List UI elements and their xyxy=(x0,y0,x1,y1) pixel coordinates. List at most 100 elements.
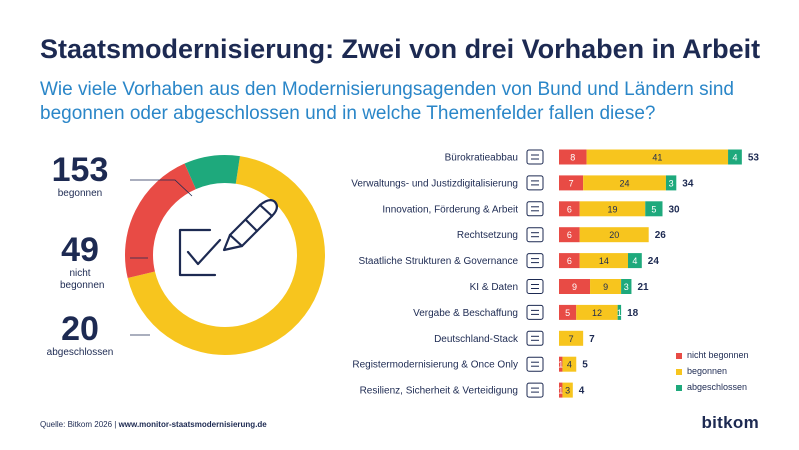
bar-segment-nicht-begonnen xyxy=(559,201,580,217)
bar-segment-abgeschlossen xyxy=(728,149,742,165)
bar-value-label: 24 xyxy=(620,178,630,188)
bar-segment-begonnen xyxy=(562,356,577,372)
bar-total-label: 5 xyxy=(582,360,588,371)
legend-item-begonnen: begonnen xyxy=(676,363,749,379)
server-stack-icon xyxy=(526,330,544,346)
bar-segment-nicht-begonnen xyxy=(559,253,580,269)
legend-label: nicht begonnen xyxy=(687,350,749,360)
bar-value-label: 5 xyxy=(565,308,570,318)
legend-item-abgeschlossen: abgeschlossen xyxy=(676,379,749,395)
bar-value-label: 3 xyxy=(565,386,570,396)
legend-swatch xyxy=(676,352,682,359)
bar-segment-nicht-begonnen xyxy=(559,356,563,372)
bar-total-label: 7 xyxy=(589,334,595,345)
bar-value-label: 4 xyxy=(732,153,737,163)
bar-total-label: 4 xyxy=(579,386,585,397)
bar-total-label: 21 xyxy=(637,282,649,293)
stat-label: begonnen xyxy=(57,188,103,199)
bar-total-label: 30 xyxy=(669,204,681,215)
category-label: KI & Daten xyxy=(470,282,518,293)
bar-value-label: 20 xyxy=(609,230,619,240)
building-icon xyxy=(526,253,544,269)
category-label: Rechtsetzung xyxy=(457,230,518,241)
donut-slice-begonnen xyxy=(127,156,325,355)
donut-chart xyxy=(125,155,325,355)
legend-label: abgeschlossen xyxy=(687,382,748,392)
scales-icon xyxy=(526,175,544,191)
bar-value-label: 7 xyxy=(569,334,574,344)
bar-value-label: 4 xyxy=(567,360,572,370)
bar-value-label: 1 xyxy=(617,308,622,318)
bar-segment-begonnen xyxy=(579,227,649,243)
bar-segment-abgeschlossen xyxy=(628,253,642,269)
stat-label: abgeschlossen xyxy=(46,347,114,358)
legend: nicht begonnen begonnen abgeschlossen xyxy=(676,347,749,395)
lightbulb-icon xyxy=(526,201,544,217)
source-link[interactable]: www.monitor-staatsmodernisierung.de xyxy=(118,420,267,429)
legend-label: begonnen xyxy=(687,366,728,376)
stat-value: 49 xyxy=(61,231,99,269)
bar-value-label: 3 xyxy=(669,178,674,188)
bar-total-label: 18 xyxy=(627,308,639,319)
bar-segment-begonnen xyxy=(579,201,646,217)
legend-item-nicht-begonnen: nicht begonnen xyxy=(676,347,749,363)
bar-value-label: 6 xyxy=(567,204,572,214)
connector-begonnen xyxy=(130,179,193,197)
folder-icon xyxy=(526,356,544,372)
bar-value-label: 3 xyxy=(624,282,629,292)
bar-value-label: 9 xyxy=(603,282,608,292)
bar-total-label: 26 xyxy=(655,230,667,241)
category-label: Bürokratieabbau xyxy=(445,153,518,164)
chart-subtitle: Wie viele Vorhaben aus den Modernisierun… xyxy=(40,79,734,124)
category-label: Vergabe & Beschaffung xyxy=(413,308,518,319)
bar-value-label: 6 xyxy=(567,256,572,266)
bar-value-label: 14 xyxy=(599,256,609,266)
bar-segment-abgeschlossen xyxy=(621,279,632,294)
bar-value-label: 6 xyxy=(567,230,572,240)
bar-segment-begonnen xyxy=(562,382,573,398)
stat-value: 153 xyxy=(51,151,109,189)
bar-segment-begonnen xyxy=(590,279,622,294)
bar-value-label: 1 xyxy=(558,360,563,370)
legend-swatch xyxy=(676,384,682,391)
bar-segment-begonnen xyxy=(586,149,729,165)
bar-value-label: 12 xyxy=(592,308,602,318)
bar-segment-nicht-begonnen xyxy=(559,227,580,243)
category-label: Resilienz, Sicherheit & Verteidigung xyxy=(360,386,518,397)
bar-value-label: 1 xyxy=(558,386,563,396)
bar-segment-begonnen xyxy=(583,175,666,191)
category-label: Staatliche Strukturen & Governance xyxy=(358,256,518,267)
bar-value-label: 7 xyxy=(569,178,574,188)
donut-slice-abgeschlossen xyxy=(184,155,240,190)
bar-total-label: 34 xyxy=(682,178,694,189)
bar-value-label: 8 xyxy=(570,153,575,163)
bar-segment-abgeschlossen xyxy=(617,304,622,320)
category-label: Verwaltungs- und Justizdigitalisierung xyxy=(351,178,518,189)
gavel-icon xyxy=(526,227,544,243)
bar-total-label: 24 xyxy=(648,256,660,267)
bar-segment-nicht-begonnen xyxy=(559,304,577,320)
bar-value-label: 4 xyxy=(632,256,637,266)
bar-total-label: 53 xyxy=(748,153,760,164)
bar-value-label: 41 xyxy=(652,153,662,163)
brain-icon xyxy=(526,279,544,294)
stat-abgeschlossen: 20 abgeschlossen xyxy=(35,311,125,359)
bar-segment-nicht-begonnen xyxy=(559,175,584,191)
legend-swatch xyxy=(676,368,682,375)
stat-begonnen: 153 begonnen xyxy=(35,152,125,200)
stat-label: nicht begonnen xyxy=(60,268,105,291)
checkbox-pen-icon xyxy=(178,198,279,277)
bar-segment-abgeschlossen xyxy=(645,201,663,217)
shield-icon xyxy=(526,382,544,398)
category-label: Innovation, Förderung & Arbeit xyxy=(382,204,518,215)
bar-segment-nicht-begonnen xyxy=(559,382,563,398)
bar-segment-nicht-begonnen xyxy=(559,279,591,294)
source-footer: Quelle: Bitkom 2026 | www.monitor-staats… xyxy=(40,420,267,429)
bar-segment-abgeschlossen xyxy=(665,175,677,191)
source-label: Quelle: Bitkom 2026 | xyxy=(40,420,117,429)
bar-value-label: 19 xyxy=(607,204,617,214)
stat-nicht-begonnen: 49 nicht begonnen xyxy=(35,232,125,292)
cart-icon xyxy=(526,304,544,320)
bar-segment-begonnen xyxy=(579,253,628,269)
